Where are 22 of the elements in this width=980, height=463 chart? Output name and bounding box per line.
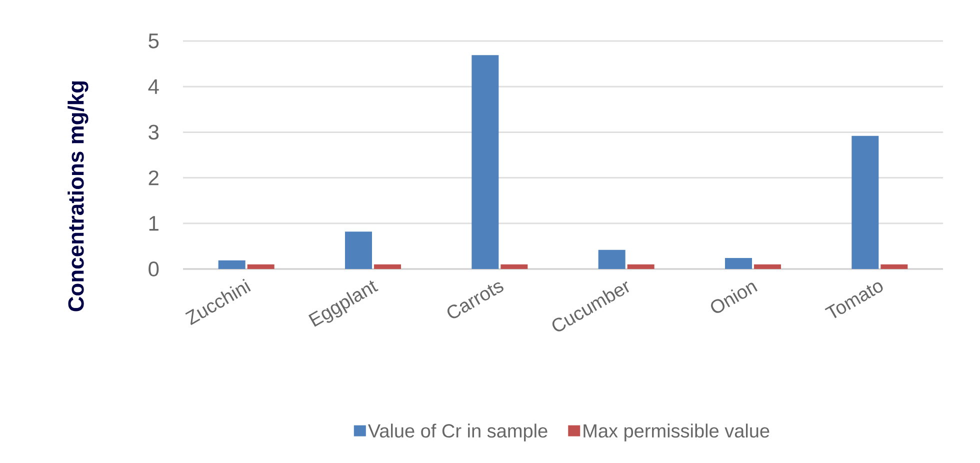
y-tick-label: 4 <box>148 79 159 94</box>
bar <box>627 264 654 269</box>
legend-label: Value of Cr in sample <box>368 424 548 442</box>
legend-label: Max permissible value <box>584 424 770 442</box>
y-axis-title: Concentrations mg/kg <box>68 81 88 312</box>
y-tick-label: 3 <box>148 124 159 140</box>
bar <box>880 264 908 269</box>
x-tick-label: Onion <box>711 282 758 313</box>
bar <box>218 260 246 269</box>
y-tick-label: 5 <box>148 34 159 48</box>
bar <box>598 250 626 269</box>
bar <box>852 136 879 269</box>
y-tick-label: 2 <box>148 170 158 186</box>
bar <box>500 264 528 269</box>
y-tick-label: 1 <box>149 216 158 231</box>
bar <box>754 264 781 269</box>
bar <box>247 264 274 269</box>
bar <box>724 258 752 269</box>
y-tick-label: 0 <box>148 262 159 276</box>
bar <box>345 232 372 269</box>
bar <box>472 55 499 269</box>
bar <box>374 264 402 269</box>
